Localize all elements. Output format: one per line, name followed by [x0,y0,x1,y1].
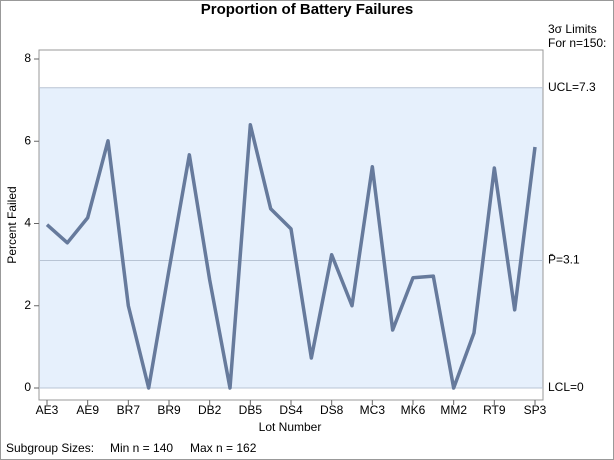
x-tick-label: SP3 [524,403,547,417]
y-tick-label: 4 [24,216,31,230]
limits-header: For n=150: [548,36,606,50]
chart-title: Proportion of Battery Failures [201,1,414,18]
x-tick-label: DB5 [239,403,263,417]
footnote: Min n = 140 [110,441,173,455]
x-tick-label: AE9 [76,403,99,417]
limit-label: LCL=0 [548,380,584,394]
data-line [45,123,537,390]
y-tick-label: 0 [24,380,31,394]
y-axis-label: Percent Failed [5,186,19,263]
x-tick-label: BR9 [157,403,181,417]
x-tick-label: DS8 [320,403,344,417]
limits-header: 3σ Limits [548,22,597,36]
x-tick-label: MC3 [360,403,386,417]
x-tick-label: MK6 [401,403,426,417]
x-tick-label: RT9 [483,403,506,417]
x-tick-label: AE3 [36,403,59,417]
x-tick-label: DB2 [198,403,222,417]
footnote: Subgroup Sizes: [6,441,94,455]
y-tick-label: 6 [24,133,31,147]
footnote: Max n = 162 [190,441,257,455]
limit-label: UCL=7.3 [548,80,596,94]
x-tick-label: BR7 [117,403,141,417]
y-tick-label: 2 [24,298,31,312]
y-tick-label: 8 [24,51,31,65]
x-tick-label: DS4 [279,403,303,417]
x-axis-label: Lot Number [259,420,322,434]
limit-label: P̄=3.1 [548,253,580,267]
x-tick-label: MM2 [440,403,467,417]
